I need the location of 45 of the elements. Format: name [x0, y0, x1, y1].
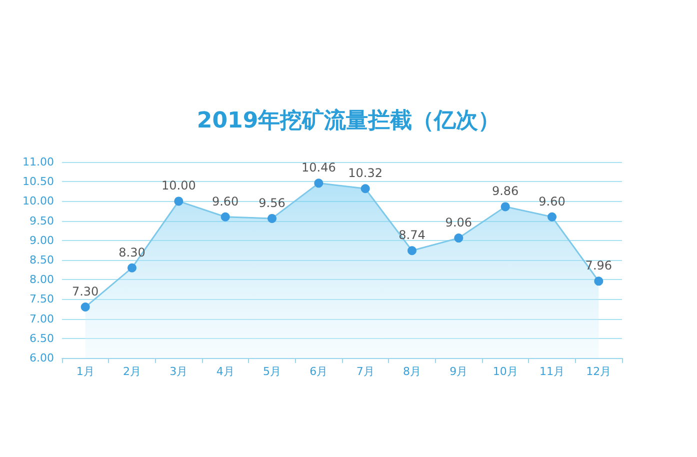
point — [128, 263, 136, 272]
point — [314, 178, 324, 188]
x-tick-label: 10月 — [492, 365, 518, 378]
data-label: 10.46 — [301, 160, 336, 175]
y-tick-label: 8.50 — [30, 254, 54, 266]
data-label: 9.86 — [492, 184, 519, 198]
point — [408, 246, 416, 256]
y-tick-label: 6.50 — [30, 332, 54, 345]
data-label: 10.32 — [348, 166, 383, 180]
data-label: 9.60 — [538, 194, 566, 208]
data-label: 9.60 — [212, 194, 239, 208]
data-label: 7.30 — [72, 284, 99, 299]
x-tick-label: 5月 — [263, 365, 281, 378]
x-tick-label: 6月 — [310, 365, 328, 378]
x-tick-label: 2月 — [123, 365, 141, 378]
point — [220, 212, 230, 222]
y-tick-label: 8.00 — [30, 273, 54, 286]
point — [548, 212, 556, 222]
chart-title: 2019年挖矿流量拦截（亿次） — [196, 108, 500, 134]
x-tick-label: 3月 — [170, 365, 188, 378]
y-tick-label: 7.50 — [30, 292, 54, 306]
point — [80, 302, 90, 312]
x-tick-label: 11月 — [540, 365, 564, 378]
y-tick-label: 10.00 — [22, 194, 54, 208]
x-tick-label: 4月 — [216, 365, 234, 378]
y-tick-label: 9.00 — [30, 234, 54, 247]
point — [360, 184, 370, 194]
point — [594, 276, 604, 286]
point — [174, 196, 184, 206]
data-label: 9.56 — [258, 196, 286, 210]
data-label: 10.00 — [161, 178, 196, 193]
x-tick-label: 7月 — [356, 365, 374, 378]
point — [500, 202, 510, 212]
y-tick-label: 11.00 — [22, 156, 54, 168]
y-tick-label: 10.50 — [22, 175, 54, 188]
x-tick-label: 12月 — [586, 365, 612, 378]
y-tick-label: 6.00 — [30, 352, 54, 364]
x-tick-label: 9月 — [450, 365, 468, 378]
y-tick-label: 9.50 — [30, 214, 54, 228]
point — [268, 214, 276, 223]
point — [454, 234, 464, 243]
y-tick-label: 7.00 — [30, 312, 54, 326]
data-label: 9.06 — [445, 216, 472, 230]
x-tick-label: 1月 — [76, 365, 94, 378]
x-tick-label: 8月 — [403, 365, 421, 378]
